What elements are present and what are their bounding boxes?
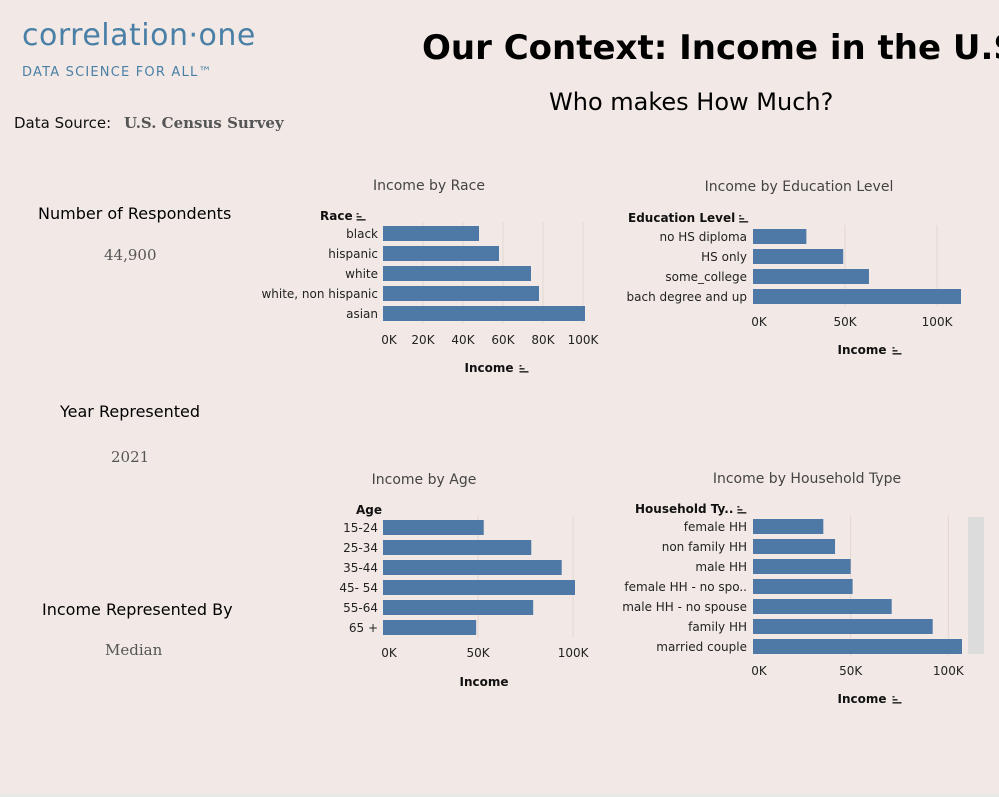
dimension-header: Education Level — [628, 211, 735, 225]
measure-sort-icon[interactable] — [519, 365, 529, 373]
x-tick-label: 80K — [531, 333, 555, 347]
category-label: white, non hispanic — [261, 287, 378, 301]
category-label: some_college — [665, 270, 747, 284]
category-label: female HH - no spo.. — [624, 580, 747, 594]
category-label: male HH — [695, 560, 747, 574]
bar[interactable] — [383, 266, 531, 281]
bar[interactable] — [383, 306, 585, 321]
category-label: married couple — [656, 640, 747, 654]
dimension-header: Household Ty.. — [635, 502, 733, 516]
year-value: 2021 — [111, 448, 150, 466]
x-tick-label: 100K — [933, 664, 965, 678]
x-tick-label: 60K — [491, 333, 515, 347]
bar[interactable] — [753, 289, 961, 304]
chart-title: Income by Race — [373, 178, 485, 194]
data-source-value: U.S. Census Survey — [124, 114, 284, 132]
bar[interactable] — [383, 520, 484, 535]
bar[interactable] — [383, 620, 477, 635]
chart-income-by-race[interactable]: Income by Race Race black hispanic white whit… — [261, 178, 599, 375]
dimension-header: Race — [320, 209, 353, 223]
category-label: female HH — [684, 520, 747, 534]
income-represented-value: Median — [105, 641, 163, 659]
category-label: 45- 54 — [339, 581, 378, 595]
chart-income-by-age[interactable]: Income by Age Age 15-24 25-34 35-44 45- 54 55-… — [339, 472, 589, 689]
vertical-scrollbar[interactable] — [968, 517, 984, 654]
x-tick-label: 50K — [833, 315, 857, 329]
category-label: 15-24 — [343, 521, 378, 535]
category-label: family HH — [688, 620, 747, 634]
x-axis-label: Income — [837, 692, 886, 706]
category-label: bach degree and up — [627, 290, 747, 304]
bar[interactable] — [753, 539, 836, 554]
dimension-sort-icon[interactable] — [739, 215, 749, 223]
measure-sort-icon[interactable] — [892, 347, 902, 355]
chart-income-by-education[interactable]: Income by Education Level Education Level… — [627, 179, 961, 357]
x-tick-label: 0K — [381, 333, 398, 347]
bar[interactable] — [383, 560, 562, 575]
x-axis-label: Income — [837, 343, 886, 357]
bar[interactable] — [383, 580, 575, 595]
bar[interactable] — [383, 600, 534, 615]
x-tick-label: 0K — [751, 315, 768, 329]
category-label: male HH - no spouse — [622, 600, 747, 614]
chart-title: Income by Household Type — [713, 471, 901, 487]
measure-sort-icon[interactable] — [892, 696, 902, 704]
bar[interactable] — [383, 540, 532, 555]
dimension-header: Age — [356, 503, 382, 517]
page-title: Our Context: Income in the U.S. — [422, 28, 999, 68]
page-subtitle: Who makes How Much? — [549, 88, 834, 116]
respondents-label: Number of Respondents — [38, 204, 232, 223]
category-label: HS only — [701, 250, 747, 264]
category-label: 65 + — [349, 621, 378, 635]
bar[interactable] — [753, 229, 807, 244]
x-tick-label: 100K — [922, 315, 954, 329]
category-label: 55-64 — [343, 601, 378, 615]
x-tick-label: 100K — [558, 646, 590, 660]
bar[interactable] — [753, 249, 844, 264]
x-tick-label: 20K — [411, 333, 435, 347]
bar[interactable] — [753, 269, 869, 284]
category-label: hispanic — [328, 247, 378, 261]
bar[interactable] — [753, 639, 962, 654]
bar[interactable] — [383, 286, 539, 301]
dimension-sort-icon[interactable] — [737, 506, 747, 514]
bottom-divider — [0, 794, 999, 797]
category-label: 35-44 — [343, 561, 378, 575]
chart-income-by-household-type[interactable]: Income by Household Type Household Ty.. fe… — [622, 471, 965, 706]
bar[interactable] — [383, 246, 499, 261]
income-represented-label: Income Represented By — [42, 600, 233, 619]
brand-tagline: DATA SCIENCE FOR ALL™ — [22, 65, 213, 80]
category-label: white — [345, 267, 378, 281]
x-tick-label: 50K — [839, 664, 863, 678]
chart-title: Income by Education Level — [705, 179, 894, 195]
chart-title: Income by Age — [372, 472, 477, 488]
year-label: Year Represented — [60, 402, 201, 421]
x-axis-label: Income — [459, 675, 508, 689]
category-label: 25-34 — [343, 541, 378, 555]
category-label: non family HH — [662, 540, 747, 554]
x-tick-label: 0K — [751, 664, 768, 678]
category-label: black — [346, 227, 378, 241]
brand-logo: correlation·one — [22, 18, 256, 53]
bar[interactable] — [753, 599, 892, 614]
bar[interactable] — [753, 559, 851, 574]
x-tick-label: 100K — [568, 333, 600, 347]
bar[interactable] — [383, 226, 479, 241]
category-label: asian — [346, 307, 378, 321]
x-tick-label: 0K — [381, 646, 398, 660]
category-label: no HS diploma — [659, 230, 747, 244]
respondents-value: 44,900 — [104, 246, 157, 264]
data-source-label: Data Source: — [14, 114, 112, 132]
bar[interactable] — [753, 579, 853, 594]
x-axis-label: Income — [464, 361, 513, 375]
bar[interactable] — [753, 519, 824, 534]
dimension-sort-icon[interactable] — [356, 213, 366, 221]
x-tick-label: 50K — [466, 646, 490, 660]
bar[interactable] — [753, 619, 933, 634]
x-tick-label: 40K — [451, 333, 475, 347]
